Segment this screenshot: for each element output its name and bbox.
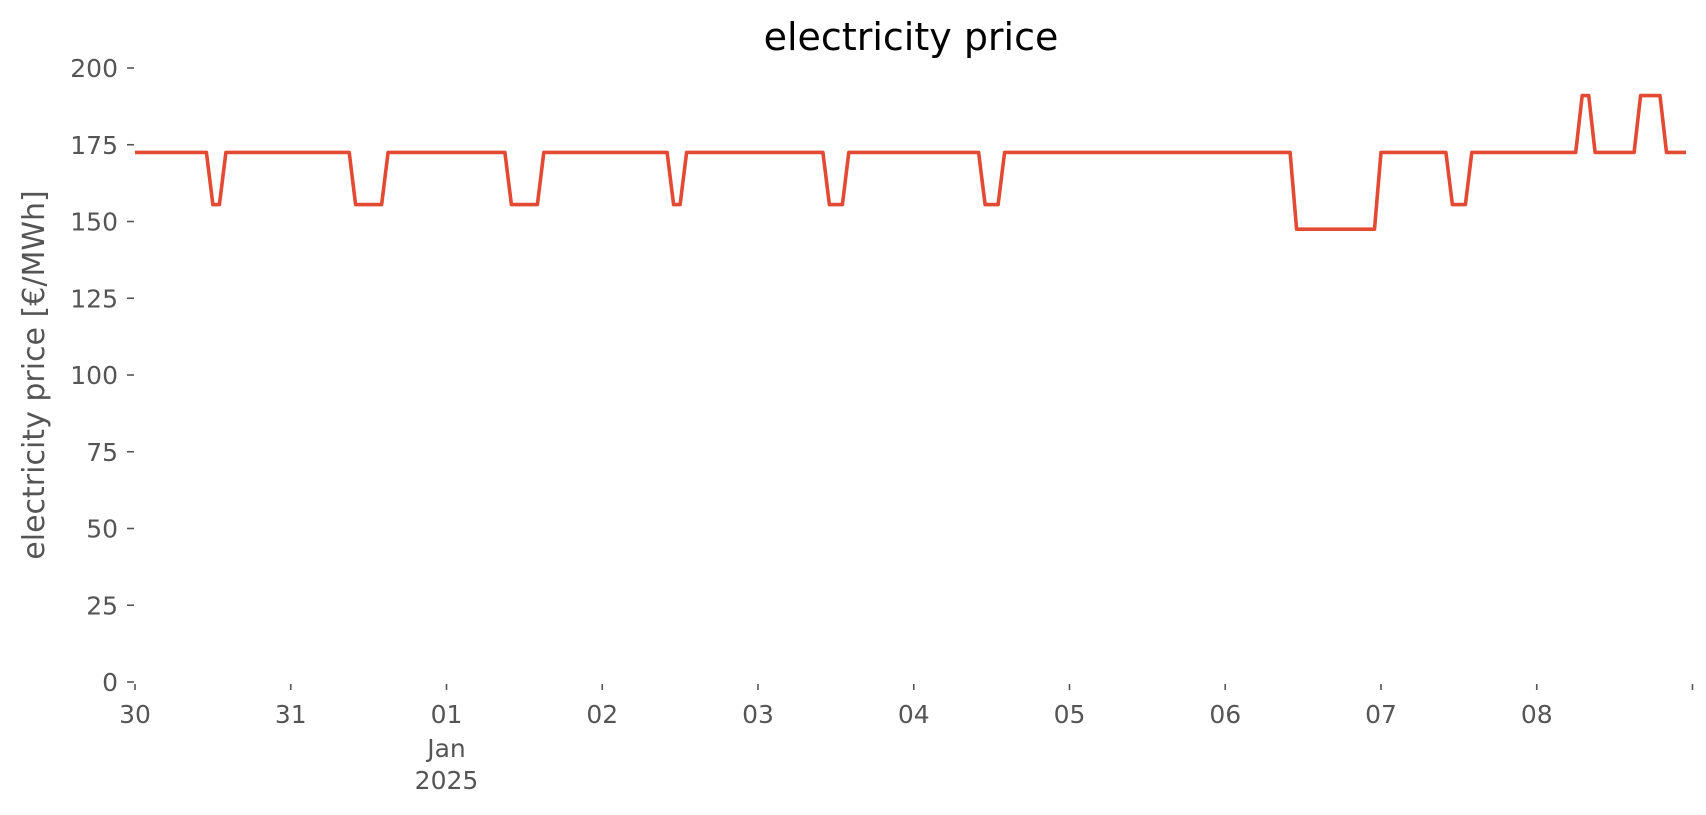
chart-title: electricity price [764,15,1059,59]
x-tick-label: 03 [742,700,774,729]
y-tick-label: 200 [70,54,118,83]
y-tick-label: 100 [70,361,118,390]
x-axis: 30 31 01 Jan 2025 02 03 04 05 06 07 08 [119,684,1694,795]
x-tick-label: 07 [1365,700,1397,729]
x-tick-label: 02 [586,700,618,729]
x-tick-month-label: Jan [425,734,466,763]
x-tick-label: 08 [1521,700,1553,729]
series-group [135,93,1686,231]
x-tick-label: 01 [431,700,463,729]
x-tick-label: 06 [1209,700,1241,729]
y-tick-label: 75 [86,438,118,467]
series-line [135,93,1686,231]
x-tick-label: 04 [898,700,930,729]
y-axis: 0 25 50 75 100 125 150 175 200 [70,54,134,697]
x-tick-label: 31 [275,700,307,729]
x-tick-label: 30 [119,700,151,729]
y-tick-label: 50 [86,515,118,544]
y-tick-label: 150 [70,208,118,237]
y-tick-label: 125 [70,284,118,313]
y-tick-label: 175 [70,131,118,160]
y-tick-label: 0 [102,668,118,697]
x-tick-label: 05 [1054,700,1086,729]
y-tick-label: 25 [86,591,118,620]
x-tick-year-label: 2025 [415,766,479,795]
y-axis-label: electricity price [€/MWh] [17,190,52,559]
